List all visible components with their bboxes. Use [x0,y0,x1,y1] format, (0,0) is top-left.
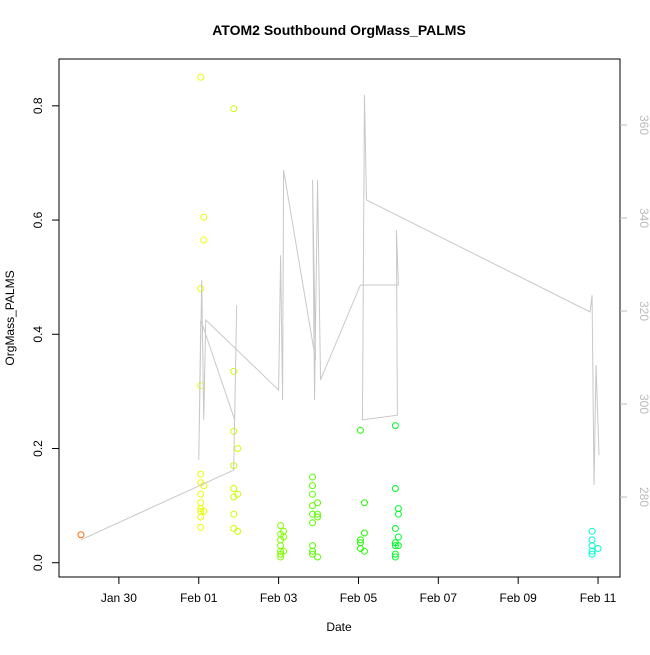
data-point [197,523,205,531]
data-point [280,533,288,541]
data-point [588,527,596,535]
x-tick-label: Feb 09 [500,591,538,605]
y2-tick-label: 280 [637,487,650,507]
y-tick-label: 0.0 [31,554,45,571]
y-axis-label: OrgMass_PALMS [3,270,17,365]
x-tick-label: Jan 30 [101,591,137,605]
data-point [309,542,317,550]
plot-frame [58,58,621,578]
y2-tick-label: 300 [637,394,650,414]
data-point [230,484,238,492]
data-point [356,426,364,434]
data-point [360,547,368,555]
data-point [230,367,238,375]
y-tick-label: 0.6 [31,211,45,228]
data-point [77,531,85,539]
data-point [309,473,317,481]
x-tick-label: Feb 11 [580,591,617,605]
data-point [356,536,364,544]
data-point [230,510,238,518]
data-point [588,550,596,558]
data-point [360,499,368,507]
data-point [391,524,399,532]
data-point [309,482,317,490]
data-point [588,542,596,550]
data-point [234,444,242,452]
data-point [197,73,205,81]
chart-title: ATOM2 Southbound OrgMass_PALMS [212,22,466,38]
data-point [391,422,399,430]
y2-tick-label: 320 [637,301,650,321]
data-point [394,542,402,550]
data-point [200,507,208,515]
data-point [314,510,322,518]
data-point [277,553,285,561]
data-point [280,547,288,555]
data-point [588,547,596,555]
y2-tick-label: 360 [637,115,650,135]
y2-tick-label: 340 [637,208,650,228]
data-point [391,484,399,492]
data-point [309,547,317,555]
x-axis-label: Date [326,620,352,634]
data-point [360,529,368,537]
data-point [197,490,205,498]
data-point [230,105,238,113]
data-point [314,513,322,521]
x-tick-label: Feb 01 [180,591,218,605]
line [80,94,600,541]
data-point [394,504,402,512]
data-point [277,522,285,530]
data-point [391,550,399,558]
data-point [314,499,322,507]
data-point [197,285,205,293]
x-tick-label: Feb 05 [340,591,378,605]
data-point [309,490,317,498]
data-point [230,427,238,435]
y-tick-label: 0.4 [31,326,45,343]
data-point [391,542,399,550]
y-tick-label: 0.2 [31,440,45,457]
data-point [197,470,205,478]
data-point [277,542,285,550]
data-point [391,553,399,561]
data-point [197,513,205,521]
data-point [234,490,242,498]
data-point [197,499,205,507]
data-point [200,213,208,221]
data-point [200,236,208,244]
data-point [234,527,242,535]
data-point [394,510,402,518]
data-point [394,533,402,541]
y-tick-label: 0.8 [31,97,45,114]
data-point [314,553,322,561]
x-tick-label: Feb 07 [420,591,458,605]
data-point [588,536,596,544]
x-tick-label: Feb 03 [260,591,298,605]
data-point [594,544,602,552]
data-point [309,519,317,527]
